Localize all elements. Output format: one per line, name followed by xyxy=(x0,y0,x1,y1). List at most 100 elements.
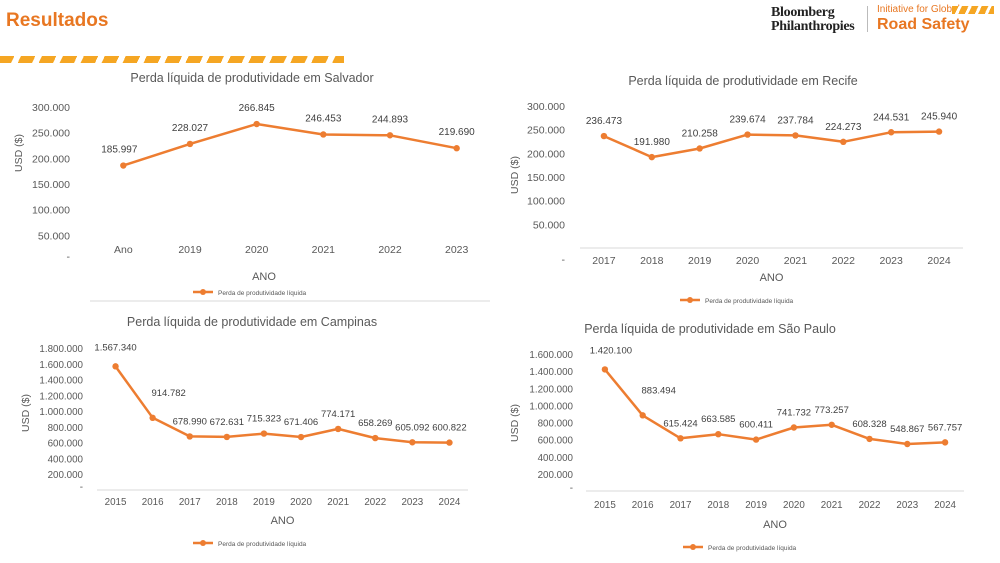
logo-stripes xyxy=(952,6,994,14)
x-tick-label: 2021 xyxy=(327,497,349,508)
data-label: 246.453 xyxy=(305,113,342,124)
y-tick-label: 150.000 xyxy=(32,179,70,191)
data-point xyxy=(941,439,949,446)
y-axis-title: USD ($) xyxy=(13,134,25,172)
data-label: 774.171 xyxy=(321,409,355,420)
y-tick-label: 200.000 xyxy=(32,153,70,165)
data-label: 658.269 xyxy=(358,418,392,429)
x-tick-label: 2023 xyxy=(445,244,469,256)
x-tick-label: 2021 xyxy=(312,244,336,256)
data-label: 237.784 xyxy=(777,115,814,126)
chart-title: Perda líquida de produtividade em São Pa… xyxy=(584,322,836,336)
y-tick-label: 1.000.000 xyxy=(529,401,573,412)
data-label: 663.585 xyxy=(701,414,735,425)
data-label: 244.531 xyxy=(873,112,910,123)
x-tick-label: 2023 xyxy=(401,497,423,508)
page-title: Resultados xyxy=(6,10,109,31)
y-tick-label: 250.000 xyxy=(32,128,70,140)
data-label: 228.027 xyxy=(172,123,209,134)
y-tick-label: 1.400.000 xyxy=(529,367,573,378)
y-tick-label: 200.000 xyxy=(48,470,84,481)
y-tick-label: 50.000 xyxy=(533,219,565,231)
data-label: 671.406 xyxy=(284,417,318,428)
data-label: 244.893 xyxy=(372,114,409,125)
x-tick-label: 2019 xyxy=(745,500,767,511)
data-label: 567.757 xyxy=(928,422,962,433)
x-tick-label: 2019 xyxy=(253,497,275,508)
x-tick-label: 2022 xyxy=(378,244,402,256)
data-label: 678.990 xyxy=(173,416,207,427)
data-label: 1.567.340 xyxy=(94,342,136,353)
y-tick-label: 200.000 xyxy=(527,148,565,160)
y-tick-label: 150.000 xyxy=(527,172,565,184)
series-line xyxy=(603,130,940,159)
y-tick-label: 600.000 xyxy=(538,436,574,447)
x-tick-label: 2022 xyxy=(832,255,856,267)
x-tick-label: 2019 xyxy=(178,244,202,256)
legend-label: Perda de produtividade líquida xyxy=(218,290,307,297)
x-tick-label: 2024 xyxy=(934,500,956,511)
y-tick-label: 250.000 xyxy=(527,125,565,137)
chart-title: Perda líquida de produtividade em Salvad… xyxy=(130,71,373,85)
data-point xyxy=(600,132,608,140)
data-label: 245.940 xyxy=(921,112,958,123)
x-tick-label: 2021 xyxy=(784,255,808,267)
y-tick-label: 1.600.000 xyxy=(39,360,83,371)
legend-swatch-marker xyxy=(687,297,693,303)
data-point xyxy=(253,120,260,128)
data-label: 672.631 xyxy=(210,417,244,428)
x-tick-label: 2022 xyxy=(364,497,386,508)
x-tick-label: 2017 xyxy=(670,500,692,511)
data-label: 1.420.100 xyxy=(590,345,632,356)
data-point xyxy=(887,129,895,136)
x-axis-title: ANO xyxy=(271,515,295,527)
data-point xyxy=(149,414,156,422)
chart-salvador: Perda líquida de produtividade em Salvad… xyxy=(13,71,490,302)
data-label: 236.473 xyxy=(586,116,623,127)
x-tick-label: 2024 xyxy=(927,255,951,267)
chart-title: Perda líquida de produtividade em Recife xyxy=(628,74,857,88)
chart-title: Perda líquida de produtividade em Campin… xyxy=(127,315,377,329)
x-tick-label: 2017 xyxy=(179,497,201,508)
data-point xyxy=(752,436,760,443)
data-label: 605.092 xyxy=(395,422,429,433)
data-point xyxy=(677,435,684,442)
legend-swatch-marker xyxy=(690,544,696,550)
x-tick-label: 2020 xyxy=(783,500,805,511)
data-point xyxy=(320,131,327,138)
y-tick-label: 100.000 xyxy=(32,205,70,217)
data-label: 219.690 xyxy=(439,127,476,138)
x-tick-label: 2015 xyxy=(594,500,616,511)
legend-label: Perda de produtividade líquida xyxy=(705,298,794,305)
data-point xyxy=(186,140,194,148)
y-tick-label: 400.000 xyxy=(538,453,574,464)
data-point xyxy=(186,433,193,440)
chart-sao-paulo: Perda líquida de produtividade em São Pa… xyxy=(509,322,964,552)
x-axis-title: ANO xyxy=(760,272,784,284)
data-label: 914.782 xyxy=(151,388,185,399)
data-label: 224.273 xyxy=(825,122,862,133)
data-label: 600.822 xyxy=(432,423,466,434)
data-point xyxy=(790,424,798,431)
road-safety-logo: Initiative for Global Road Safety xyxy=(877,4,970,33)
x-tick-label: 2020 xyxy=(245,244,269,256)
x-tick-label: 2021 xyxy=(821,500,843,511)
y-tick-label: 1.600.000 xyxy=(529,350,573,361)
x-tick-label: 2017 xyxy=(592,255,616,267)
data-label: 210.258 xyxy=(682,128,719,139)
data-point xyxy=(297,433,305,441)
data-label: 773.257 xyxy=(815,405,849,416)
data-point xyxy=(792,132,799,139)
data-label: 615.424 xyxy=(663,418,697,429)
series-line xyxy=(603,368,946,446)
y-tick-label: 800.000 xyxy=(538,419,574,430)
y-tick-label: 1.200.000 xyxy=(529,384,573,395)
series-line xyxy=(114,365,450,444)
y-tick-label: - xyxy=(80,482,83,493)
logo-divider xyxy=(867,6,868,32)
data-label: 548.867 xyxy=(890,424,924,435)
x-tick-label: 2018 xyxy=(216,497,238,508)
y-tick-label: - xyxy=(562,254,566,266)
bloomberg-philanthropies-logo: Bloomberg Philanthropies xyxy=(771,5,855,34)
data-label: 741.732 xyxy=(777,407,811,418)
